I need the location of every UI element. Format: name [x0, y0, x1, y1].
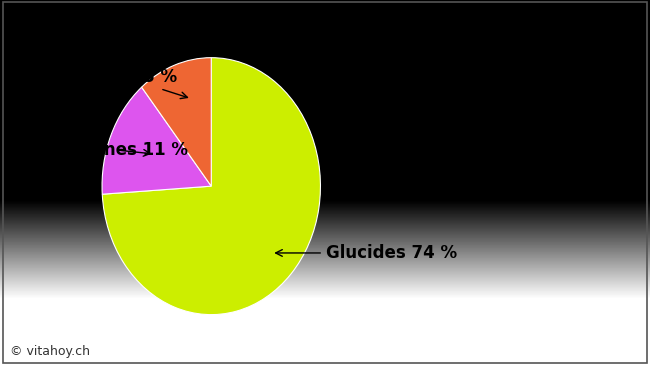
Wedge shape	[142, 58, 211, 186]
Text: Glucides 74 %: Glucides 74 %	[276, 244, 457, 262]
Text: Proteines 11 %: Proteines 11 %	[47, 141, 188, 159]
Wedge shape	[102, 87, 211, 194]
Text: Alcool 15 %: Alcool 15 %	[70, 68, 187, 99]
Text: © vitahoy.ch: © vitahoy.ch	[10, 345, 90, 358]
Text: Distribution de calories: Cardinal sans alcool (<0.5 vol%): Distribution de calories: Cardinal sans …	[10, 18, 586, 36]
Wedge shape	[102, 58, 320, 315]
